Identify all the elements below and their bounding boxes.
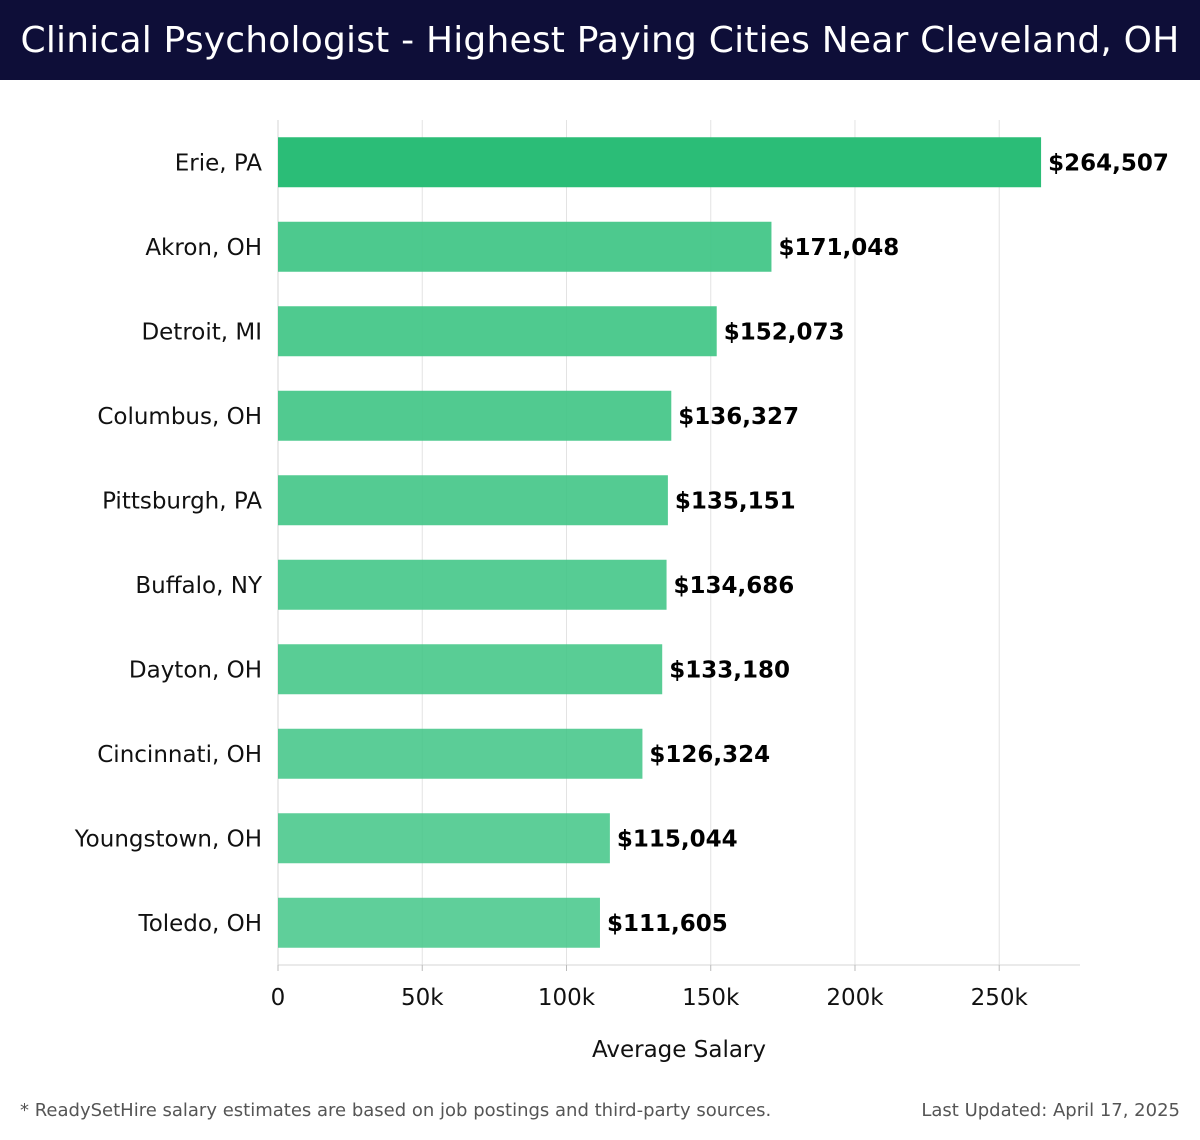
last-updated: Last Updated: April 17, 2025 (921, 1100, 1180, 1121)
x-tick-label: 250k (971, 985, 1029, 1011)
bar (278, 221, 772, 272)
bar (278, 644, 663, 695)
bar (278, 475, 668, 526)
category-label: Erie, PA (175, 150, 263, 176)
x-tick-label: 150k (682, 985, 740, 1011)
category-label: Detroit, MI (141, 319, 262, 345)
x-axis-title: Average Salary (592, 1037, 766, 1063)
page-title: Clinical Psychologist - Highest Paying C… (20, 19, 1180, 61)
footnote: * ReadySetHire salary estimates are base… (20, 1100, 772, 1121)
category-label: Columbus, OH (97, 404, 262, 430)
value-label: $171,048 (778, 235, 899, 261)
value-label: $135,151 (675, 488, 796, 514)
bar-chart: Erie, PA $264,507 Akron, OH $171,048 Detroit… (74, 120, 1169, 1063)
category-label: Buffalo, NY (135, 573, 263, 599)
x-tick-label: 200k (826, 985, 884, 1011)
x-tick-label: 100k (538, 985, 596, 1011)
value-label: $133,180 (669, 657, 790, 683)
value-label: $111,605 (607, 911, 728, 937)
value-label: $136,327 (678, 404, 799, 430)
value-label: $126,324 (649, 742, 770, 768)
bar (278, 306, 717, 357)
category-label: Toledo, OH (138, 911, 262, 937)
bar (278, 728, 643, 779)
category-label: Akron, OH (145, 235, 262, 261)
category-label: Cincinnati, OH (97, 742, 262, 768)
category-label: Youngstown, OH (74, 826, 262, 852)
value-label: $264,507 (1048, 150, 1169, 176)
bar (278, 390, 672, 441)
category-label: Dayton, OH (129, 657, 262, 683)
bar (278, 559, 667, 610)
value-label: $152,073 (724, 319, 845, 345)
value-label: $134,686 (674, 573, 795, 599)
bar (278, 137, 1042, 188)
bar (278, 813, 610, 864)
x-tick-label: 0 (271, 985, 286, 1011)
value-label: $115,044 (617, 826, 738, 852)
bar (278, 897, 600, 948)
category-label: Pittsburgh, PA (102, 488, 262, 514)
x-tick-label: 50k (401, 985, 444, 1011)
header-bar: Clinical Psychologist - Highest Paying C… (0, 0, 1200, 80)
